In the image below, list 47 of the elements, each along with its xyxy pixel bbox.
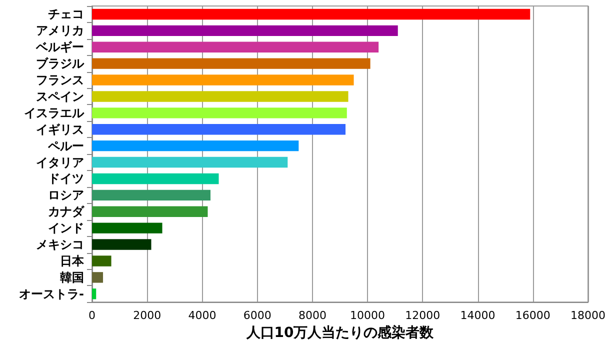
y-tick-label: オーストラ- (19, 286, 84, 301)
bar (92, 140, 299, 152)
bar (92, 25, 398, 36)
x-tick-label: 6000 (243, 309, 272, 322)
bar (92, 288, 96, 300)
x-axis-title: 人口10万人当たりの感染者数 (245, 324, 435, 341)
bar (92, 156, 288, 168)
bar (92, 74, 354, 86)
bar (92, 8, 530, 20)
y-tick-label: ベルギー (35, 40, 84, 54)
bar (92, 108, 347, 118)
y-tick-label: アメリカ (36, 24, 84, 38)
x-tick-label: 10000 (350, 309, 386, 322)
x-tick-label: 0 (88, 309, 96, 322)
y-tick-label: 韓国 (60, 270, 84, 284)
y-tick-label: ドイツ (48, 172, 84, 186)
x-tick-label: 18000 (570, 309, 606, 322)
bar (92, 124, 346, 135)
x-tick-label: 4000 (188, 309, 216, 322)
bar (92, 190, 210, 201)
bar (92, 239, 152, 250)
bar (92, 256, 112, 266)
y-tick-label: 日本 (60, 254, 85, 268)
bar (92, 173, 219, 184)
y-tick-label: メキシコ (36, 238, 84, 252)
x-tick-label: 14000 (460, 309, 496, 322)
y-tick-label: カナダ (48, 204, 85, 219)
y-tick-label: ペルー (47, 138, 84, 153)
bar (92, 91, 348, 102)
y-tick-label: インド (48, 221, 84, 236)
bar (92, 58, 370, 69)
bar (92, 222, 162, 234)
x-tick-label: 2000 (133, 309, 162, 322)
y-tick-label: スペイン (36, 89, 84, 104)
x-tick-label: 16000 (515, 309, 550, 322)
bar (92, 42, 379, 52)
x-tick-label: 8000 (298, 309, 326, 322)
y-tick-label: ロシア (48, 188, 84, 202)
y-tick-label: フランス (36, 73, 84, 88)
bar (92, 272, 104, 283)
y-tick-label: ブラジル (36, 56, 85, 71)
x-tick-label: 12000 (405, 309, 440, 322)
y-tick-label: チェコ (48, 7, 84, 22)
y-tick-label: イギリス (36, 122, 84, 136)
y-tick-label: イタリア (36, 155, 84, 170)
bar (92, 206, 208, 217)
y-tick-label: イスラエル (24, 106, 85, 120)
